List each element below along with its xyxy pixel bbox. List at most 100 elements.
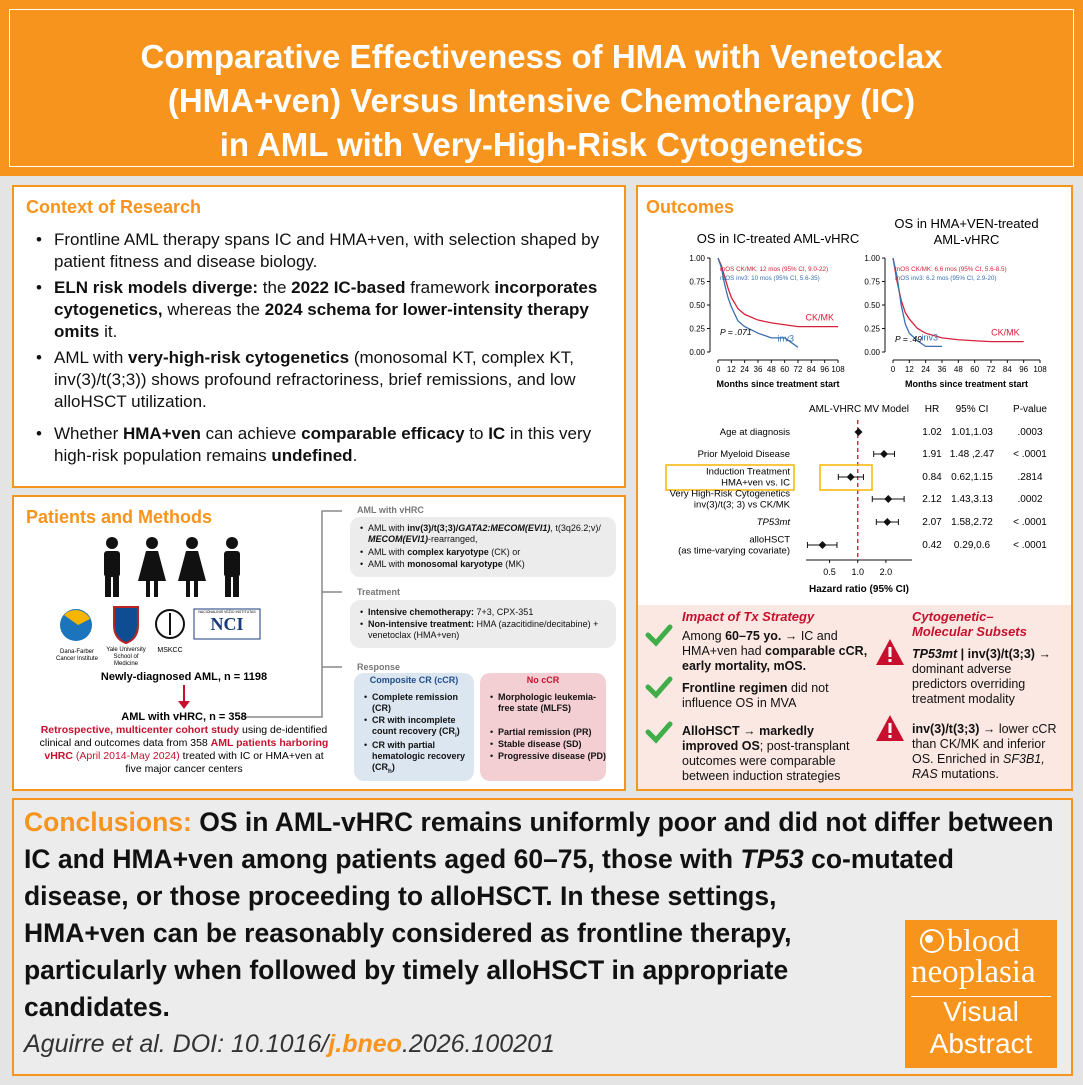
text-run: to — [464, 424, 489, 443]
treatment-item: Intensive chemotherapy: 7+3, CPX-351 — [360, 607, 618, 618]
ccr-item: CR with incomplete count recovery (CRi) — [364, 715, 478, 741]
text-run: (April 2014-May 2024) — [72, 750, 180, 762]
no-ccr-item: Morphologic leukemia-free state (MLFS) — [490, 692, 608, 714]
text-run: AML with — [368, 559, 408, 569]
text-run: (CK) or — [488, 547, 521, 557]
text-run: incorporates cytogenetics, — [54, 278, 598, 319]
panel-title: Context of Research — [26, 197, 202, 217]
text-run: .2026.100201 — [401, 1030, 555, 1058]
header-band — [0, 0, 1083, 176]
text-run: → lower cCR than CK/MK and inferior OS. … — [912, 722, 1057, 766]
text-run: IC — [488, 424, 506, 443]
text-run: 2022 IC-based — [291, 278, 406, 297]
context-panel: Context of Research Frontline AML therap… — [12, 185, 626, 488]
criteria-item: AML with complex karyotype (CK) or — [360, 547, 618, 558]
panel-title: Patients and Methods — [26, 507, 213, 527]
text-run: AML with — [54, 348, 129, 367]
no-ccr-title: No cCR — [526, 675, 560, 685]
text-run: AML with — [368, 523, 408, 533]
logo-line: NCI — [210, 614, 244, 634]
text-run: co-mutated disease, or those proceeding … — [24, 844, 954, 1022]
flow-arrowhead — [178, 701, 190, 709]
no-ccr-item: Stable disease (SD) — [490, 739, 608, 750]
text-run: Retrospective, multicenter cohort study — [40, 724, 240, 736]
criteria-item: AML with monosomal karyotype (MK) — [360, 559, 618, 570]
flow-start: Newly-diagnosed AML, n = 1198 — [100, 671, 268, 683]
logo-text: NACIONALINIS VĖŽIO INSTITUTAS NCI — [194, 610, 260, 635]
text-run: | inv(3)/t(3;3) — [957, 647, 1035, 661]
text-run: can achieve — [200, 424, 302, 443]
citation: Aguirre et al. DOI: 10.1016/j.bneo.2026.… — [24, 1030, 555, 1059]
text-run: did not influence OS in MVA — [682, 681, 829, 710]
text-run: monosomal karyotype — [407, 559, 503, 569]
logo-word: Abstract — [929, 1028, 1033, 1059]
impact-icons — [645, 624, 904, 744]
text-run: Non-intensive treatment: — [368, 619, 475, 629]
logo-line: Dana-Farber — [59, 649, 94, 655]
text-run: 2024 schema for lower-intensity therapy … — [54, 300, 589, 341]
title-line: (HMA+ven) Versus Intensive Chemotherapy … — [167, 82, 916, 119]
title-line: Comparative Effectiveness of HMA with Ve… — [140, 38, 943, 75]
text-run: h — [388, 767, 392, 775]
text-run: Frontline AML therapy spans IC and HMA+v… — [54, 230, 600, 271]
journal-logo: blood neoplasia Visual Abstract — [905, 920, 1057, 1068]
text-run: (MK) — [502, 559, 525, 569]
text-run: Partial remission (PR) — [498, 727, 592, 737]
text-run: Complete remission (CR) — [372, 692, 459, 713]
section-label: Treatment — [357, 587, 401, 597]
text-run: Among — [682, 629, 726, 643]
text-run: → dominant adverse predictors overriding… — [912, 647, 1051, 706]
text-run: ) — [456, 726, 460, 736]
text-run: SF3B1, RAS — [912, 752, 1045, 781]
impact-item: Frontline regimen did not influence OS i… — [682, 681, 862, 711]
text-run: mutations. — [937, 767, 999, 781]
text-run: complex karyotype — [407, 547, 489, 557]
ccr-item: Complete remission (CR) — [364, 692, 478, 714]
text-run: Stable disease (SD) — [498, 739, 582, 749]
text-run: CR with partial hematologic recovery (CR — [372, 740, 466, 772]
text-run: whereas the — [162, 300, 265, 319]
patients-graphics — [60, 510, 342, 718]
text-run: Frontline regimen — [682, 681, 788, 695]
text-run: it. — [99, 322, 118, 341]
text-run: AML with — [368, 547, 408, 557]
conclusions-text: Conclusions: OS in AML-vHRC remains unif… — [24, 804, 1064, 1064]
logo-line: NACIONALINIS VĖŽIO INSTITUTAS — [198, 610, 256, 614]
section-label: AML with vHRC — [357, 505, 424, 515]
title-line: in AML with Very-High-Risk Cytogenetics — [219, 126, 864, 163]
bullet: Frontline AML therapy spans IC and HMA+v… — [36, 229, 629, 273]
criteria-item: AML with inv(3)/t(3;3)/GATA2:MECOM(EVI1)… — [360, 523, 618, 545]
warning-icons — [876, 639, 904, 741]
text-run: TP53mt — [912, 647, 958, 661]
text-run: 7+3, CPX-351 — [474, 607, 534, 617]
no-ccr-item: Progressive disease (PD) — [490, 751, 608, 762]
text-run: Aguirre et al. DOI: 10.1016/ — [24, 1030, 329, 1058]
text-run: j.bneo — [328, 1030, 402, 1058]
text-run: comparable cCR, early mortality, mOS. — [682, 644, 868, 673]
text-run: ; post-transplant outcomes were comparab… — [682, 739, 850, 783]
subset-item: inv(3)/t(3;3) → lower cCR than CK/MK and… — [912, 722, 1067, 782]
text-run: → IC and HMA+ven had — [682, 629, 838, 658]
text-run: Intensive chemotherapy: — [368, 607, 475, 617]
logo-text: Yale University School of Medicine — [102, 647, 150, 668]
text-run: treated with IC or HMA+ven at five major… — [125, 750, 324, 775]
text-run: using de-identified clinical and outcome… — [39, 724, 328, 749]
logo-text: Dana-Farber Cancer Institute — [52, 649, 102, 663]
text-run: Whether — [54, 424, 123, 443]
text-run: framework — [405, 278, 495, 297]
text-run: Conclusions: — [24, 807, 192, 837]
logo-word: Visual — [943, 996, 1019, 1027]
logo-word: neoplasia — [911, 954, 1036, 990]
treatment-item: Non-intensive treatment: HMA (azacitidin… — [360, 619, 618, 641]
logo-line: School of Medicine — [113, 654, 139, 667]
logo-shapes — [60, 606, 261, 645]
people-icons — [104, 537, 240, 597]
logo-line: Cancer Institute — [55, 656, 99, 662]
ccr-title: Composite CR (cCR) — [369, 675, 459, 685]
flow-cohort: AML with vHRC, n = 358 — [121, 711, 247, 723]
bullet: Whether HMA+ven can achieve comparable e… — [36, 423, 629, 467]
logo-word: blood — [947, 922, 1020, 958]
patients-panel: Patients and Methods Dana-Farber Cancer I… — [12, 495, 626, 791]
text-run: Progressive disease (PD) — [498, 751, 607, 761]
panel-title: Outcomes — [646, 197, 735, 217]
